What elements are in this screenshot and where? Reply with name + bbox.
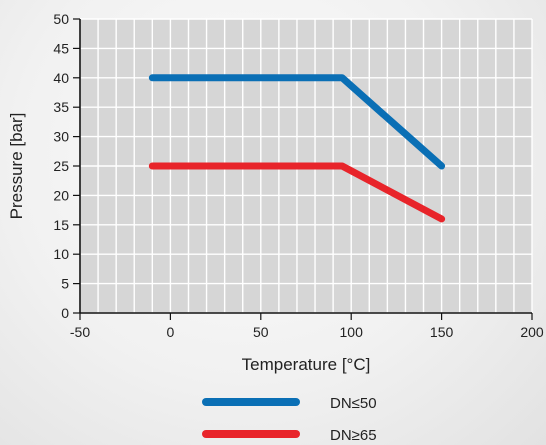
y-tick-label: 50 — [53, 11, 69, 27]
legend-label-dn-le-50: DN≤50 — [330, 395, 377, 412]
y-tick-label: 45 — [53, 40, 69, 56]
x-tick-label: 0 — [167, 324, 175, 340]
y-tick-label: 10 — [53, 246, 69, 262]
x-axis-label: Temperature [°C] — [242, 355, 371, 374]
x-tick-label: -50 — [70, 324, 90, 340]
legend: DN≤50 DN≥65 — [202, 395, 377, 444]
y-tick-label: 15 — [53, 217, 69, 233]
series-line-1 — [148, 162, 446, 223]
y-tick-label: 0 — [61, 305, 69, 321]
x-tick-label: 200 — [520, 324, 544, 340]
legend-label-dn-ge-65: DN≥65 — [330, 427, 377, 444]
y-axis-label: Pressure [bar] — [7, 113, 26, 220]
series-lines — [148, 74, 446, 223]
y-tick-label: 35 — [53, 99, 69, 115]
x-tick-label: 100 — [340, 324, 364, 340]
x-tick-label: 150 — [430, 324, 454, 340]
series-line-0 — [148, 74, 446, 170]
x-tick-labels: -50 0 50 100 150 200 — [70, 313, 544, 340]
y-tick-label: 25 — [53, 158, 69, 174]
y-tick-label: 20 — [53, 187, 69, 203]
y-tick-label: 5 — [61, 276, 69, 292]
y-tick-label: 30 — [53, 129, 69, 145]
x-tick-label: 50 — [253, 324, 269, 340]
y-tick-labels: 0 5 10 15 20 25 30 35 40 45 50 — [53, 11, 80, 321]
y-tick-label: 40 — [53, 70, 69, 86]
